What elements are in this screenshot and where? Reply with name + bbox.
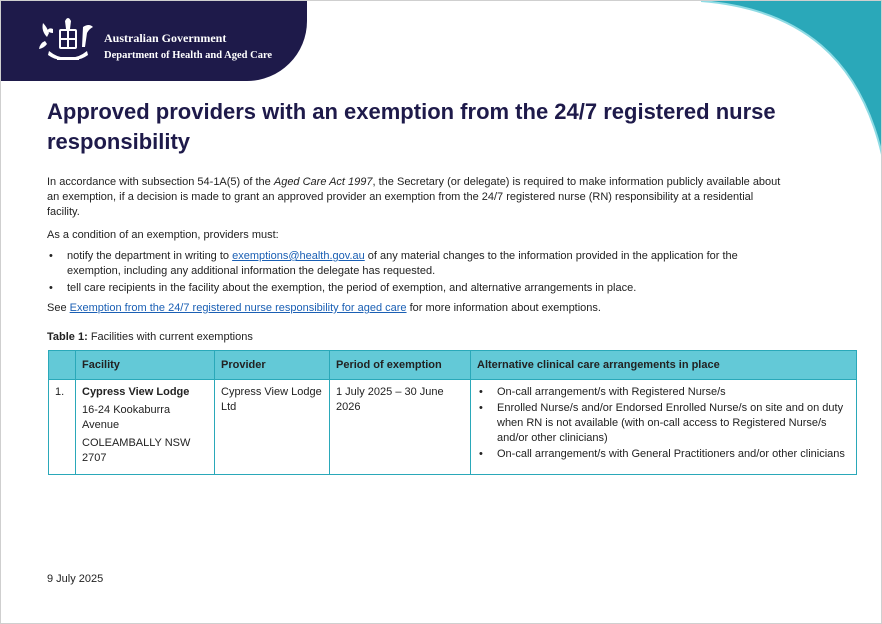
condition-notify-pre: notify the department in writing to: [67, 250, 233, 262]
col-header-arrangements: Alternative clinical care arrangements i…: [470, 350, 857, 380]
facility-address-locality: COLEAMBALLY NSW 2707: [82, 437, 191, 464]
table-caption-text: Facilities with current exemptions: [87, 331, 253, 343]
arrangement-item: On-call arrangement/s with General Pract…: [477, 447, 850, 462]
exemption-info-link[interactable]: Exemption from the 24/7 registered nurse…: [69, 302, 407, 314]
col-header-period: Period of exemption: [329, 350, 471, 380]
act-name: Aged Care Act 1997: [273, 176, 373, 188]
table-header-row: Facility Provider Period of exemption Al…: [48, 350, 857, 380]
page-title: Approved providers with an exemption fro…: [47, 99, 776, 154]
coat-of-arms-logo: [39, 18, 93, 60]
facility-address-street: 16-24 Kookaburra Avenue: [82, 404, 171, 431]
arrangements-cell: On-call arrangement/s with Registered Nu…: [470, 379, 857, 475]
exemptions-email-link[interactable]: exemptions@health.gov.au: [232, 250, 365, 262]
table-caption: Table 1: Facilities with current exempti…: [47, 330, 253, 345]
provider-cell: Cypress View Lodge Ltd: [214, 379, 330, 475]
condition-item-tell: tell care recipients in the facility abo…: [47, 281, 787, 296]
publication-date: 9 July 2025: [47, 573, 104, 585]
col-header-number: [48, 350, 76, 380]
facility-cell: Cypress View Lodge 16-24 Kookaburra Aven…: [75, 379, 215, 475]
conditions-list: notify the department in writing to exem…: [47, 249, 787, 296]
table-row: 1. Cypress View Lodge 16-24 Kookaburra A…: [48, 379, 857, 475]
intro-part1: In accordance with subsection 54-1A(5) o…: [47, 176, 274, 188]
intro-paragraph: In accordance with subsection 54-1A(5) o…: [47, 175, 787, 220]
arrangements-list: On-call arrangement/s with Registered Nu…: [477, 385, 850, 469]
see-more-paragraph: See Exemption from the 24/7 registered n…: [47, 301, 601, 316]
intro-part2: , the Secretary (or delegate) is require…: [47, 176, 781, 218]
arrangement-item: Enrolled Nurse/s and/or Endorsed Enrolle…: [477, 401, 850, 446]
row-number: 1.: [48, 379, 76, 475]
period-cell: 1 July 2025 – 30 June 2026: [329, 379, 471, 475]
government-header: Australian Government Department of Heal…: [1, 1, 307, 81]
condition-item-notify: notify the department in writing to exem…: [47, 249, 787, 279]
condition-notify-post: of any material changes to the informati…: [67, 250, 738, 277]
gov-name: Australian Government: [104, 31, 227, 45]
facility-name: Cypress View Lodge: [82, 386, 190, 398]
decorative-teal-swoosh: [700, 1, 881, 156]
col-header-provider: Provider: [214, 350, 330, 380]
arrangement-item: On-call arrangement/s with Registered Nu…: [477, 385, 850, 400]
government-wordmark: Australian Government Department of Heal…: [104, 31, 272, 63]
condition-intro: As a condition of an exemption, provider…: [47, 229, 279, 241]
see-pre: See: [47, 302, 70, 314]
col-header-facility: Facility: [75, 350, 215, 380]
department-name: Department of Health and Aged Care: [104, 50, 273, 61]
exemptions-table: Facility Provider Period of exemption Al…: [48, 350, 857, 475]
table-caption-label: Table 1:: [47, 331, 88, 343]
see-post: for more information about exemptions.: [406, 302, 601, 314]
